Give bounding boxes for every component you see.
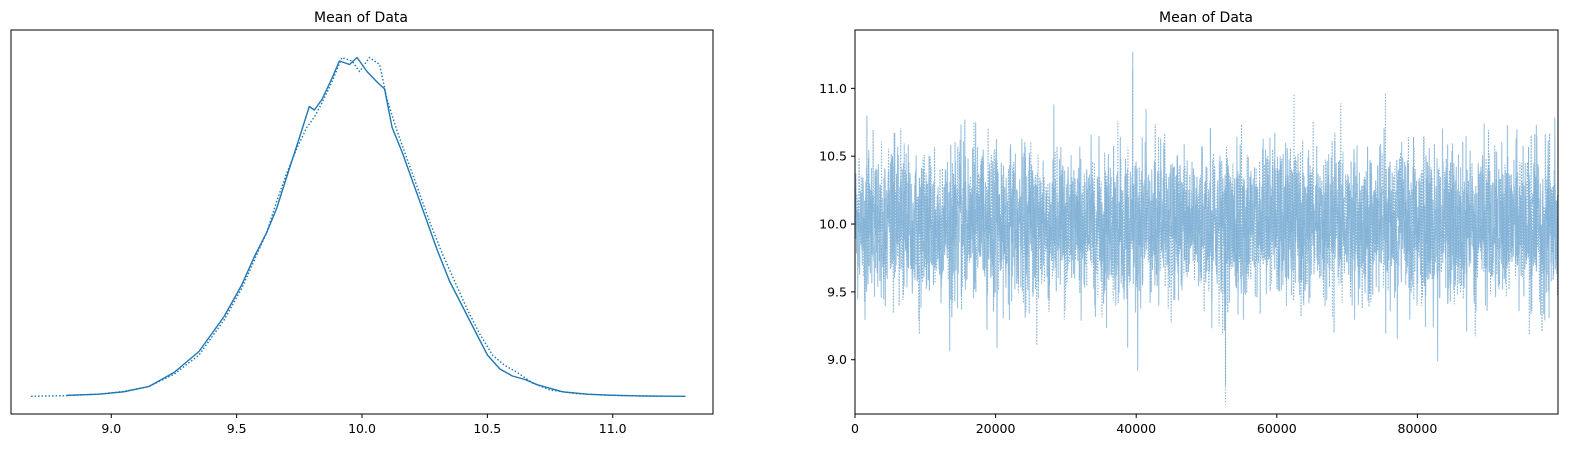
density-panel: Mean of Data 9.0 9.5 10.0 10.5 11.0: [10, 10, 714, 436]
trace-line-dotted: [855, 68, 1558, 405]
trace-lines: [855, 51, 1558, 405]
trace-y-tick-label: 9.5: [827, 284, 847, 299]
trace-y-ticks: 9.0 9.5 10.0 10.5 11.0: [819, 81, 855, 367]
trace-x-tick-label: 80000: [1398, 421, 1438, 436]
trace-panel: Mean of Data 0 20000 40000 60000 80000 9.09.…: [819, 10, 1559, 436]
density-line-dotted: [31, 56, 663, 397]
trace-x-tick-label: 0: [851, 421, 859, 436]
trace-x-tick-label: 60000: [1257, 421, 1297, 436]
trace-x-tick-label: 20000: [976, 421, 1016, 436]
trace-axes-frame: [854, 29, 1559, 415]
density-x-tick-label: 9.0: [101, 421, 121, 436]
trace-y-tick-label: 11.0: [819, 81, 847, 96]
density-x-ticks: 9.0 9.5 10.0 10.5 11.0: [101, 414, 627, 436]
density-title: Mean of Data: [314, 10, 408, 26]
density-axes-frame: [10, 29, 714, 415]
trace-y-tick-label: 10.5: [819, 149, 847, 164]
density-line-solid: [66, 56, 686, 397]
density-x-tick-label: 10.0: [348, 421, 376, 436]
trace-y-tick-label: 9.0: [827, 352, 847, 367]
trace-y-tick-label: 10.0: [819, 217, 847, 232]
trace-x-tick-label: 40000: [1116, 421, 1156, 436]
density-x-tick-label: 9.5: [227, 421, 247, 436]
trace-title: Mean of Data: [1159, 10, 1253, 26]
trace-x-ticks: 0 20000 40000 60000 80000: [851, 414, 1437, 436]
density-lines: [31, 56, 686, 397]
density-x-tick-label: 11.0: [599, 421, 627, 436]
density-x-tick-label: 10.5: [473, 421, 501, 436]
